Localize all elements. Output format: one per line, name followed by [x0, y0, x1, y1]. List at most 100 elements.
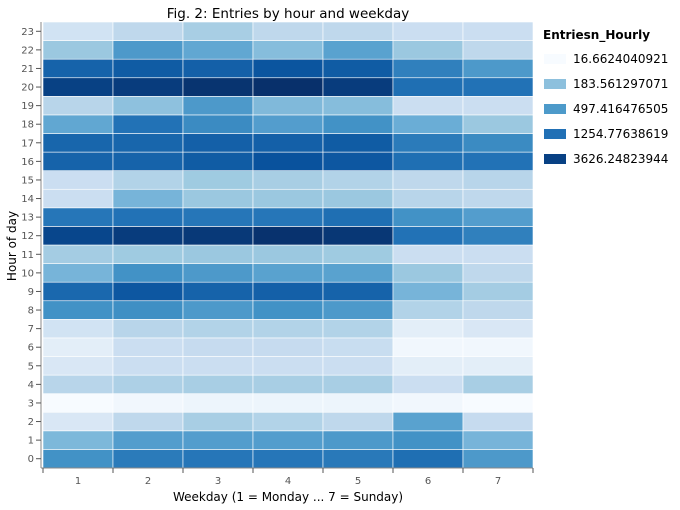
y-tick-label: 19: [21, 101, 34, 112]
heatmap-cell: [42, 207, 114, 227]
heatmap-cell: [112, 393, 184, 413]
heatmap-cell: [252, 151, 324, 171]
legend: Entriesn_Hourly 16.6624040921 183.5612970…: [543, 28, 668, 166]
heatmap-cell: [182, 58, 254, 79]
heatmap-cell: [462, 151, 534, 171]
heatmap-cell: [112, 319, 184, 339]
y-tick-label: 7: [28, 324, 34, 335]
heatmap-cell: [42, 96, 114, 116]
heatmap-cell: [462, 226, 534, 246]
heatmap-cell: [182, 114, 254, 134]
y-tick-label: 3: [28, 398, 34, 409]
heatmap-cell: [252, 430, 324, 450]
heatmap-cell: [112, 188, 184, 209]
heatmap-cell: [322, 170, 394, 190]
heatmap-cell: [392, 133, 464, 153]
heatmap-cell: [112, 40, 184, 60]
heatmap-cell: [462, 337, 534, 357]
heatmap-cell: [462, 300, 534, 320]
heatmap-cell: [112, 411, 184, 432]
heatmap-cell: [462, 430, 534, 450]
axes: 1 2 3 4 5 6 7012345678910111213141516171819202…: [21, 22, 534, 487]
heatmap-cell: [462, 374, 534, 394]
y-tick-label: 13: [21, 213, 34, 224]
heatmap-cell: [462, 281, 534, 302]
heatmap-cell: [42, 58, 114, 79]
heatmap-cell: [252, 226, 324, 246]
heatmap-cell: [182, 449, 254, 469]
heatmap-cell: [392, 411, 464, 432]
heatmap-cell: [252, 263, 324, 283]
heatmap-cell: [42, 263, 114, 283]
heatmap-cell: [322, 207, 394, 227]
heatmap-cell: [392, 188, 464, 209]
heatmap-cell: [252, 411, 324, 432]
heatmap-cell: [182, 393, 254, 413]
x-tick-label: 6: [425, 476, 431, 487]
y-tick-label: 20: [21, 83, 34, 94]
heatmap-cell: [252, 449, 324, 469]
heatmap-cell: [112, 21, 184, 41]
heatmap-cell: [462, 319, 534, 339]
heatmap-cell: [112, 244, 184, 264]
heatmap-cell: [322, 226, 394, 246]
heatmap-cell: [42, 170, 114, 190]
heatmap-cell: [462, 21, 534, 41]
heatmap-cell: [42, 430, 114, 450]
heatmap-cell: [392, 300, 464, 320]
heatmap-cell: [42, 133, 114, 153]
heatmap-cell: [182, 207, 254, 227]
heatmap-cell: [252, 133, 324, 153]
heatmap-cell: [112, 374, 184, 394]
heatmap-cell: [42, 244, 114, 264]
heatmap-cell: [462, 188, 534, 209]
heatmap-cell: [322, 21, 394, 41]
legend-label: 3626.24823944: [573, 152, 668, 166]
heatmap-cell: [322, 356, 394, 376]
x-tick-label: 5: [355, 476, 361, 487]
heatmap-cell: [462, 58, 534, 79]
heatmap-cell: [112, 356, 184, 376]
heatmap-cell: [42, 356, 114, 376]
heatmap-cell: [392, 21, 464, 41]
heatmap-cell: [252, 281, 324, 302]
heatmap-cell: [42, 449, 114, 469]
legend-label: 1254.77638619: [573, 127, 668, 141]
heatmap-cell: [392, 263, 464, 283]
legend-label: 16.6624040921: [573, 52, 668, 66]
legend-swatch: [544, 104, 566, 114]
heatmap-cell: [42, 188, 114, 209]
heatmap-cell: [182, 411, 254, 432]
heatmap-cell: [392, 40, 464, 60]
heatmap-cell: [182, 374, 254, 394]
heatmap-cell: [112, 300, 184, 320]
heatmap-cell: [462, 40, 534, 60]
heatmap-cell: [252, 374, 324, 394]
heatmap-cell: [182, 356, 254, 376]
y-tick-label: 2: [28, 417, 34, 428]
heatmap-cell: [182, 188, 254, 209]
heatmap-cell: [322, 449, 394, 469]
y-tick-label: 12: [21, 231, 34, 242]
heatmap-cell: [182, 244, 254, 264]
heatmap-cell: [182, 151, 254, 171]
heatmap-cell: [252, 58, 324, 79]
heatmap-cell: [252, 319, 324, 339]
legend-swatch: [544, 154, 566, 164]
heatmap-cell: [42, 374, 114, 394]
heatmap-cell: [252, 170, 324, 190]
y-tick-label: 22: [21, 45, 34, 56]
heatmap-cell: [42, 226, 114, 246]
heatmap-cell: [112, 226, 184, 246]
legend-swatch: [544, 129, 566, 139]
heatmap-cell: [462, 170, 534, 190]
heatmap-cell: [322, 40, 394, 60]
y-tick-label: 17: [21, 138, 34, 149]
heatmap-cell: [42, 151, 114, 171]
heatmap-cell: [322, 151, 394, 171]
heatmap-cell: [182, 281, 254, 302]
x-axis-title: Weekday (1 = Monday ... 7 = Sunday): [173, 490, 403, 504]
heatmap-cell: [392, 77, 464, 97]
heatmap-cell: [42, 114, 114, 134]
